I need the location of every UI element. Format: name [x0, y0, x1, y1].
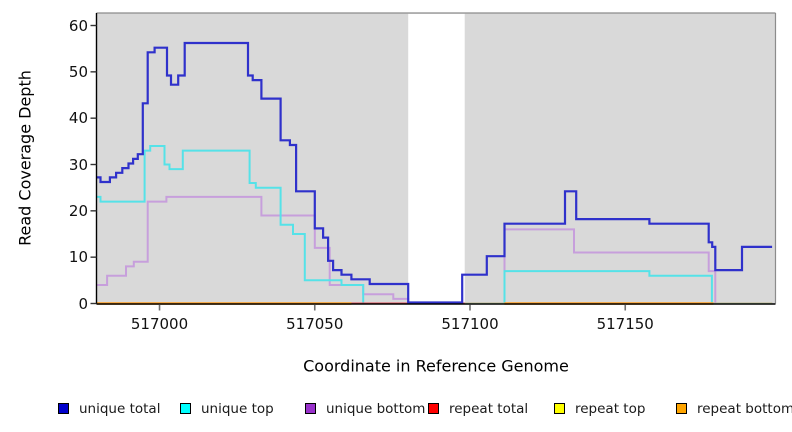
x-tick-label: 517150: [596, 314, 654, 333]
y-tick-label: 40: [68, 109, 88, 128]
y-tick-label: 60: [68, 16, 88, 35]
series-unique-bottom: [96, 195, 773, 305]
y-tick-label: 20: [68, 201, 88, 220]
y-tick-label: 50: [68, 62, 88, 81]
legend-swatch-icon: [554, 403, 565, 414]
series-unique-top: [96, 145, 773, 305]
x-axis-title: Coordinate in Reference Genome: [303, 356, 569, 376]
x-tick-label: 517050: [286, 314, 344, 333]
legend-item-repeat-total: repeat total: [428, 400, 528, 417]
legend-item-unique-top: unique top: [180, 400, 274, 417]
legend-item-repeat-top: repeat top: [554, 400, 645, 417]
x-tick-label: 517100: [441, 314, 499, 333]
legend-swatch-icon: [58, 403, 69, 414]
series-unique-total: [96, 41, 773, 304]
y-tick-label: 30: [68, 155, 88, 174]
legend-item-repeat-bottom: repeat bottom: [676, 400, 792, 417]
legend-item-unique-bottom: unique bottom: [305, 400, 425, 417]
legend-label: unique total: [79, 400, 161, 417]
x-tick-label: 517000: [130, 314, 189, 333]
legend-label: unique top: [201, 400, 274, 417]
legend-swatch-icon: [180, 403, 191, 414]
legend-label: repeat top: [575, 400, 646, 417]
y-tick-label: 10: [68, 248, 88, 267]
legend-item-unique-total: unique total: [58, 400, 160, 417]
legend-label: repeat total: [449, 400, 529, 417]
legend-label: unique bottom: [326, 400, 426, 417]
no-data-band: [408, 13, 465, 304]
legend-swatch-icon: [676, 403, 687, 414]
legend-swatch-icon: [305, 403, 316, 414]
y-axis-title: Read Coverage Depth: [15, 70, 35, 246]
y-tick-label: 0: [78, 294, 88, 313]
legend-swatch-icon: [428, 403, 439, 414]
legend-label: repeat bottom: [697, 400, 792, 417]
